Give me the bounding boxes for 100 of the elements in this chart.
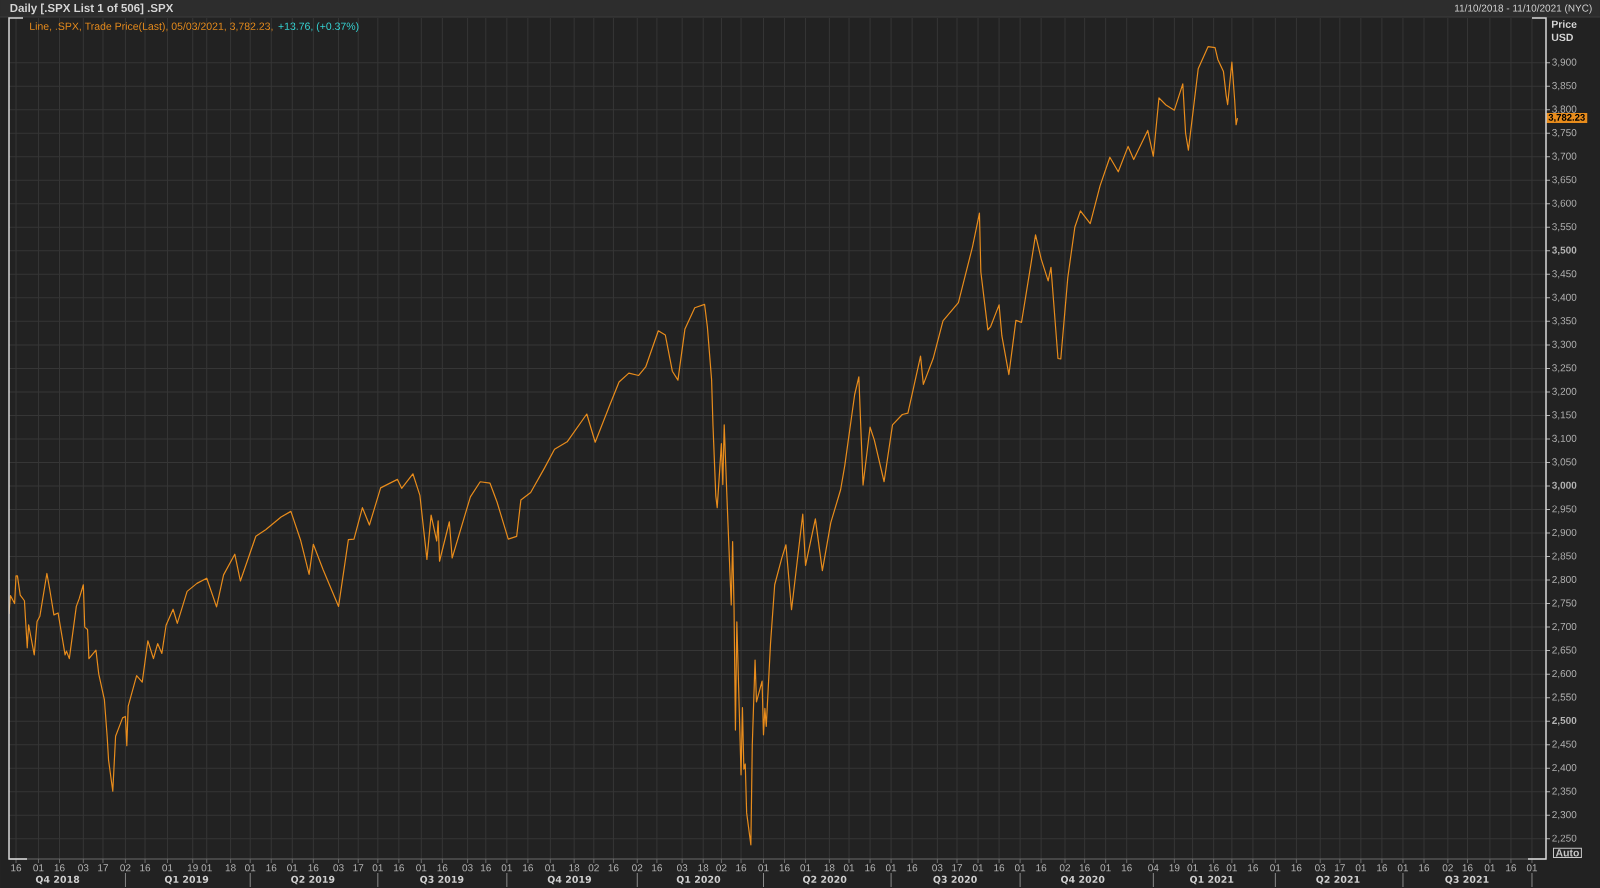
x-tick-label: 01 — [1397, 864, 1409, 872]
x-tick-label: 16 — [907, 864, 918, 872]
x2-tick-label: Q2 2021 — [1316, 875, 1360, 885]
x-tick-label: 01 — [800, 864, 811, 872]
x-tick-label: 16 — [736, 864, 747, 872]
x-tick-label: 03 — [932, 864, 943, 872]
x-tick-label: 16 — [1036, 864, 1047, 872]
y-tick-label: 3,350 — [1552, 317, 1577, 326]
x-tick-label: 16 — [481, 864, 491, 872]
x-tick-label: 01 — [1526, 864, 1538, 872]
y-tick-label: 3,650 — [1552, 176, 1577, 185]
y-tick-label: 2,400 — [1552, 764, 1577, 773]
x-tick-label: 03 — [462, 864, 473, 872]
x2-tick-label: Q2 2019 — [291, 875, 335, 885]
x-tick-label: 01 — [201, 864, 212, 872]
x-tick-label: 02 — [1059, 864, 1071, 872]
x-tick-label: 17 — [952, 864, 963, 872]
annotation: +13.76, (+0.37%) — [278, 22, 359, 33]
y-tick-label: 2,250 — [1552, 834, 1577, 843]
x-tick-label: 16 — [11, 864, 22, 872]
x2-tick-label: Q1 2019 — [164, 875, 209, 885]
y-tick-label: 3,850 — [1552, 82, 1577, 91]
line-series — [9, 46, 1239, 846]
x2-tick-label: Q3 2020 — [933, 875, 977, 885]
x-tick-label: 01 — [545, 864, 556, 872]
x2-tick-label: Q3 2019 — [420, 875, 464, 885]
y-tick-label: 3,250 — [1552, 364, 1577, 373]
x-tick-label: 01 — [162, 864, 173, 872]
x-tick-label: 02 — [588, 864, 599, 872]
text: 3,782.23 — [1548, 114, 1585, 123]
x-tick-label: 17 — [1335, 864, 1345, 872]
x-tick-label: 01 — [1270, 864, 1281, 872]
x-tick-label: 16 — [1462, 864, 1473, 872]
x-tick-label: 01 — [1226, 864, 1237, 872]
y-tick-label: 3,550 — [1552, 223, 1577, 232]
x-tick-label: 16 — [394, 864, 404, 872]
y-tick-label: 3,050 — [1552, 458, 1577, 467]
y-tick-label: 2,700 — [1552, 622, 1577, 632]
y-tick-label: 2,600 — [1552, 670, 1577, 679]
x-tick-label: 18 — [569, 864, 580, 872]
x-tick-label: 03 — [676, 864, 688, 872]
x-tick-label: 16 — [1079, 864, 1090, 872]
x-tick-label: 16 — [1419, 864, 1430, 872]
x2-tick-label: Q3 2021 — [1445, 875, 1489, 885]
x-tick-label: 01 — [501, 864, 512, 872]
x-tick-label: 16 — [1291, 864, 1302, 872]
text: Line, .SPX, Trade Price(Last), 05/03/2021, 3,782.23, — [30, 22, 273, 33]
x2-tick-label: Q1 2021 — [1190, 875, 1234, 885]
x-tick-label: 01 — [972, 864, 984, 872]
x-tick-label: 01 — [416, 864, 427, 872]
y-tick-label: 3,500 — [1552, 246, 1577, 256]
x-tick-label: 16 — [865, 864, 876, 872]
x-tick-label: 19 — [1169, 864, 1180, 872]
x-tick-label: 01 — [1355, 864, 1366, 872]
y-tick-label: 3,700 — [1552, 152, 1577, 161]
y-tick-label: 3,300 — [1552, 340, 1577, 350]
x-tick-label: 01 — [843, 864, 855, 872]
y-tick-label: 2,750 — [1552, 599, 1577, 608]
x-tick-label: 16 — [523, 864, 534, 872]
x-tick-label: 01 — [1100, 864, 1111, 872]
y-tick-label: 3,800 — [1552, 105, 1577, 114]
x-tick-label: 17 — [98, 864, 109, 872]
x-tick-label: 16 — [308, 864, 319, 872]
y-tick-label: 3,150 — [1552, 411, 1577, 420]
y-tick-label: 2,350 — [1552, 787, 1577, 796]
text: Auto — [1555, 849, 1579, 857]
y-tick-label: 3,450 — [1552, 270, 1577, 279]
x-tick-label: 16 — [779, 864, 790, 872]
chart-subtitle: 11/10/2018 - 11/10/2021 (NYC) — [1455, 4, 1592, 14]
x-tick-label: 01 — [245, 864, 256, 872]
x-tick-label: 16 — [1377, 864, 1388, 872]
x-tick-label: 01 — [1014, 864, 1026, 872]
x-tick-label: 02 — [1442, 864, 1453, 872]
chart-title: Daily [.SPX List 1 of 506] .SPX — [10, 3, 174, 15]
y-tick-label: 3,400 — [1552, 293, 1577, 302]
y-tick-label: 2,550 — [1552, 693, 1577, 702]
x2-tick-label: Q1 2020 — [676, 875, 721, 885]
x-tick-label: 02 — [632, 864, 643, 872]
y-tick-label: 3,750 — [1552, 129, 1577, 138]
x-tick-label: 18 — [824, 864, 835, 872]
x-tick-label: 01 — [33, 864, 44, 872]
y-tick-label: 2,650 — [1552, 646, 1577, 655]
x-tick-label: 19 — [187, 864, 198, 872]
x-tick-label: 02 — [120, 864, 131, 872]
x-tick-label: 03 — [78, 864, 89, 872]
y-tick-label: 3,000 — [1552, 481, 1577, 491]
x-tick-label: 03 — [333, 864, 344, 872]
x-tick-label: 04 — [1148, 864, 1159, 872]
x-tick-label: 16 — [608, 864, 619, 872]
x-tick-label: 01 — [758, 864, 769, 872]
x-tick-label: 16 — [994, 864, 1005, 872]
x-tick-label: 01 — [287, 864, 298, 872]
x2-tick-label: Q4 2018 — [35, 875, 80, 885]
x-tick-label: 16 — [140, 864, 151, 872]
x2-tick-label: Q4 2020 — [1060, 875, 1105, 885]
y-tick-label: 3,200 — [1552, 387, 1577, 397]
x-tick-label: 18 — [698, 864, 709, 872]
x-tick-label: 16 — [1121, 864, 1132, 872]
y-tick-label: 2,900 — [1552, 528, 1577, 538]
x-tick-label: 01 — [1484, 864, 1495, 872]
